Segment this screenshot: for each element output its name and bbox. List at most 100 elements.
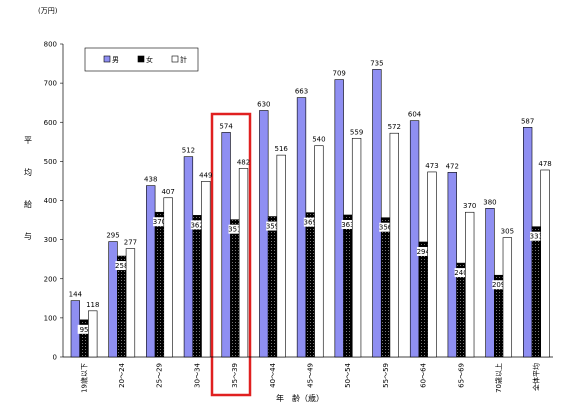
x-tick-label: 20～24: [118, 362, 126, 387]
value-label: 407: [161, 188, 174, 196]
value-label-bg: [454, 268, 468, 278]
value-label-bg: [303, 217, 317, 227]
bar: [305, 212, 315, 358]
value-label: 295: [106, 232, 119, 240]
bar: [267, 216, 278, 358]
value-label-bg: [416, 246, 430, 256]
y-tick-label: 200: [44, 275, 57, 283]
value-label: 512: [182, 147, 195, 155]
value-label: 380: [483, 198, 496, 206]
bar: [238, 168, 249, 358]
bar: [372, 69, 382, 358]
y-tick-label: 100: [44, 314, 57, 322]
value-label-bg: [379, 222, 392, 232]
value-label: 604: [408, 111, 422, 119]
value-label: 574: [219, 122, 233, 130]
bar: [183, 156, 194, 358]
bar: [230, 219, 240, 358]
legend-label: 女: [146, 55, 153, 64]
bar: [380, 217, 391, 358]
value-label: 478: [538, 160, 551, 168]
value-label: 516: [275, 145, 289, 153]
bar: [502, 237, 513, 358]
legend-swatch: [103, 55, 111, 63]
bar: [389, 132, 399, 358]
bar: [314, 145, 324, 358]
value-label: 559: [350, 128, 363, 136]
x-tick-label: 45～49: [307, 363, 315, 388]
value-label: 587: [521, 117, 534, 125]
bar: [418, 241, 428, 358]
bar: [125, 248, 136, 358]
x-tick-label: 60～64: [420, 362, 428, 387]
bar: [343, 214, 353, 358]
y-tick-label: 0: [53, 354, 57, 362]
highlight-box: [210, 112, 252, 397]
x-tick-label: 70歳以上: [494, 363, 503, 393]
value-label: 95: [80, 326, 89, 334]
value-label: 118: [86, 301, 99, 309]
value-label: 351: [228, 226, 241, 234]
value-label-bg: [266, 221, 279, 231]
bar: [163, 197, 173, 358]
bar: [531, 226, 542, 358]
y-axis-label: 平均給与: [24, 136, 33, 264]
value-label: 735: [370, 59, 383, 67]
bar: [456, 262, 466, 358]
value-label: 277: [124, 239, 137, 247]
x-tick-label: 40～44: [269, 362, 277, 387]
value-label-bg: [77, 324, 91, 334]
value-label-bg: [190, 220, 204, 230]
y-tick-label: 800: [44, 41, 57, 49]
bar: [146, 185, 156, 358]
legend-swatch: [171, 55, 179, 63]
x-tick-label: 全体平均: [532, 363, 541, 391]
bar: [296, 97, 307, 358]
value-label: 305: [501, 228, 514, 236]
value-label-bg: [530, 231, 543, 241]
value-label: 482: [237, 158, 250, 166]
y-tick-label: 500: [44, 158, 57, 166]
value-label: 362: [190, 221, 203, 229]
x-tick-label: 25～29: [156, 363, 164, 388]
value-label-bg: [228, 224, 242, 234]
x-tick-label: 35～39: [231, 363, 239, 388]
legend-label: 男: [112, 56, 119, 64]
bar: [427, 171, 437, 358]
bar: [465, 211, 475, 358]
unit-label: (万円): [38, 7, 58, 15]
bar: [523, 127, 533, 358]
value-label: 572: [388, 123, 401, 131]
value-label: 144: [69, 291, 83, 299]
bar: [259, 110, 269, 358]
y-tick-label: 600: [44, 119, 57, 127]
y-tick-label: 400: [44, 197, 57, 205]
bar: [88, 310, 98, 358]
bar: [221, 132, 231, 358]
bar: [540, 169, 550, 358]
value-label: 363: [341, 221, 354, 229]
x-tick-label: 55～59: [382, 363, 390, 388]
value-label: 258: [115, 262, 128, 270]
value-label: 540: [312, 136, 325, 144]
value-label: 209: [492, 281, 505, 289]
bar: [201, 181, 211, 358]
bar: [447, 172, 457, 358]
bar: [276, 154, 286, 358]
value-label-bg: [492, 280, 506, 290]
bar: [334, 79, 344, 358]
bar: [351, 137, 362, 358]
bar: [108, 241, 118, 358]
value-label: 630: [257, 101, 270, 109]
value-label-bg: [153, 217, 166, 227]
x-tick-label: 19歳以下: [79, 363, 88, 393]
value-label: 240: [454, 269, 467, 277]
bar: [117, 255, 127, 358]
legend-swatch: [137, 55, 145, 63]
value-label: 370: [153, 218, 166, 226]
value-label-bg: [115, 261, 129, 271]
x-tick-label: 65～69: [457, 363, 465, 388]
y-tick-label: 700: [44, 80, 57, 88]
value-label: 333: [530, 233, 543, 241]
